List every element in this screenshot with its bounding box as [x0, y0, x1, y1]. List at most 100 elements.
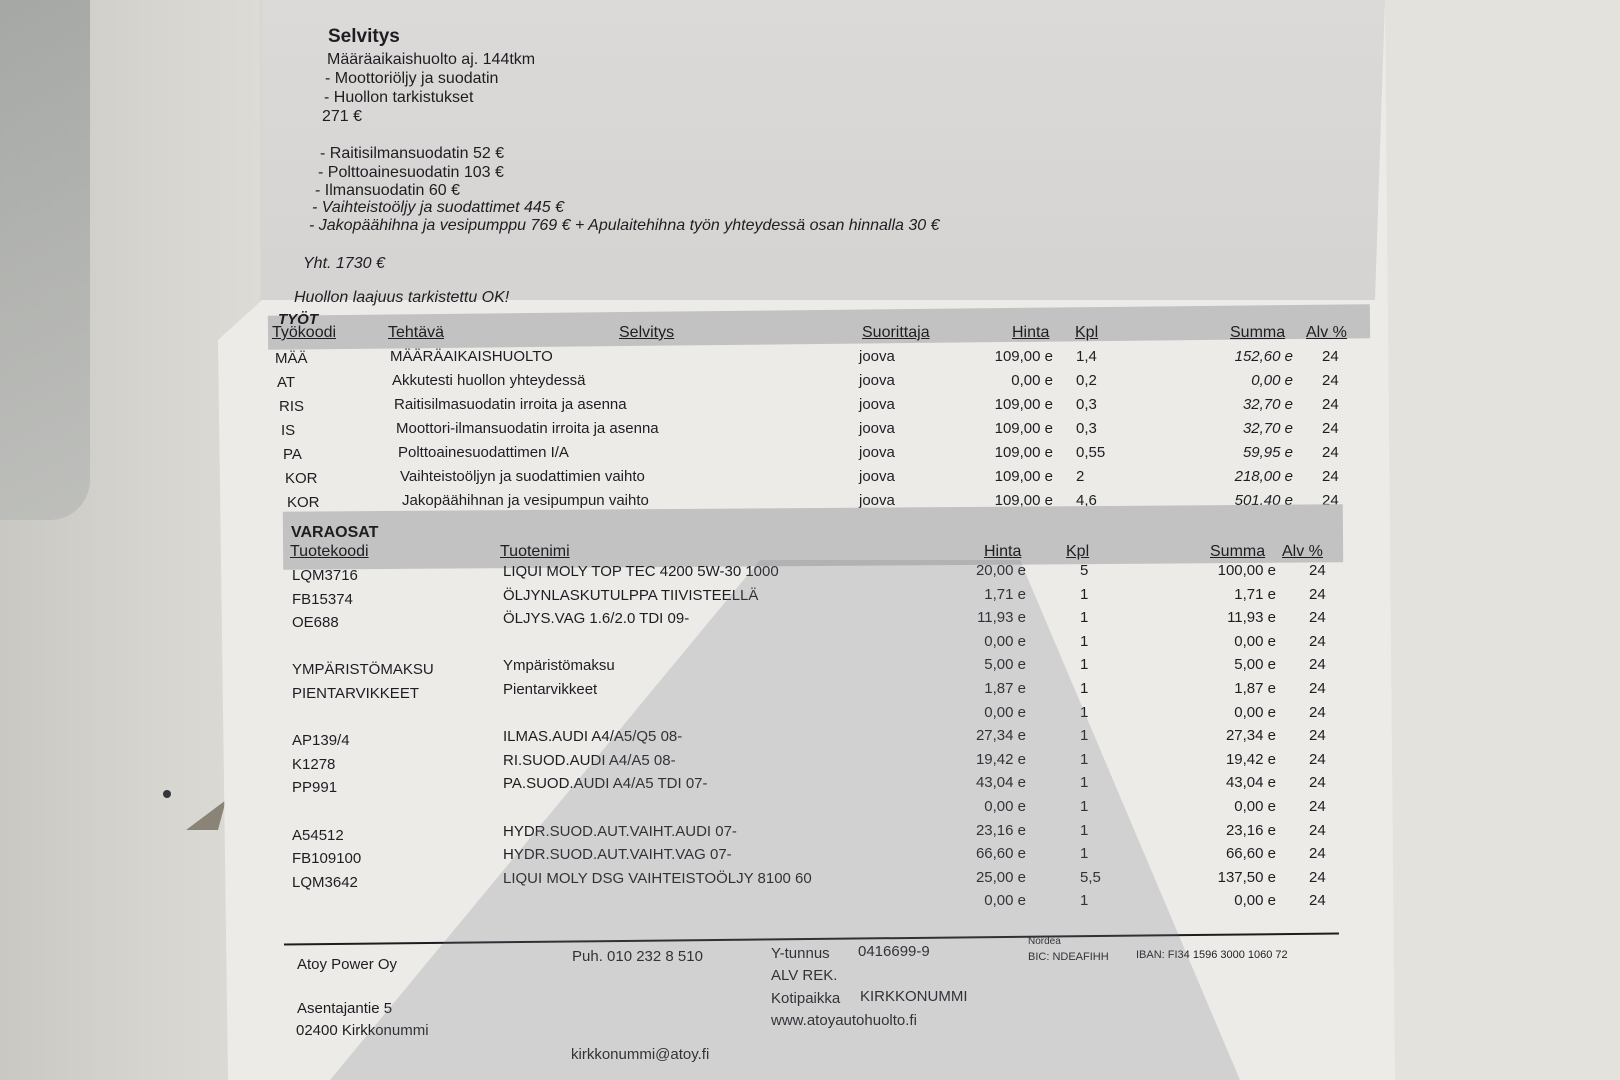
price: 20,00 e — [975, 562, 1026, 579]
product-name: HYDR.SUOD.AUT.VAIHT.AUDI 07- — [503, 822, 737, 840]
work-task: Akkutesti huollon yhteydessä — [392, 372, 586, 389]
vat: 24 — [1309, 727, 1326, 745]
vat: 24 — [1322, 420, 1339, 437]
price: 109,00 e — [994, 396, 1053, 413]
kotipaikka: KIRKKONUMMI — [860, 988, 968, 1005]
product-code: LQM3642 — [292, 873, 358, 891]
vat: 24 — [1309, 609, 1326, 627]
price: 25,00 e — [975, 868, 1026, 886]
table-row: YMPÄRISTÖMAKSU Ympäristömaksu 5,00 e 1 5,00 … — [0, 656, 1620, 678]
phone: Puh. 010 232 8 510 — [572, 948, 703, 965]
price: 1,71 e — [984, 585, 1026, 603]
table-row: 0,00 e 1 0,00 e 24 — [0, 798, 1620, 820]
product-code: LQM3716 — [292, 567, 358, 584]
column-header-qty: Kpl — [1075, 324, 1099, 341]
selvitys-title: Selvitys — [328, 26, 400, 47]
quantity: 1 — [1080, 680, 1089, 697]
website-link[interactable]: www.atoyautohuolto.fi — [771, 1012, 917, 1029]
performer: joova — [859, 396, 895, 413]
kotipaikka-label: Kotipaikka — [771, 990, 841, 1007]
sum: 43,04 e — [1225, 774, 1276, 792]
vat: 24 — [1309, 892, 1326, 910]
table-row: LQM3642 LIQUI MOLY DSG VAIHTEISTOÖLJY 810… — [0, 869, 1620, 891]
vat: 24 — [1322, 468, 1339, 485]
varaosat-section-title: VARAOSAT — [291, 524, 379, 541]
pin-mark — [163, 790, 171, 798]
quantity: 0,3 — [1076, 420, 1097, 437]
table-row: PP991 PA.SUOD.AUDI A4/A5 TDI 07- 43,04 e 1 4… — [0, 774, 1620, 796]
table-row: K1278 RI.SUOD.AUDI A4/A5 08- 19,42 e 1 19,42… — [0, 751, 1620, 773]
vat: 24 — [1322, 444, 1339, 461]
price: 66,60 e — [975, 845, 1026, 863]
table-row: 0,00 e 1 0,00 e 24 — [0, 704, 1620, 726]
column-header-vat: Alv % — [1306, 324, 1347, 341]
price: 23,16 e — [975, 821, 1026, 839]
price: 1,87 e — [984, 680, 1026, 697]
quantity: 0,3 — [1076, 396, 1097, 413]
price: 11,93 e — [977, 609, 1026, 627]
quantity: 1 — [1080, 892, 1089, 910]
product-name: PA.SUOD.AUDI A4/A5 TDI 07- — [503, 775, 708, 793]
table-row: OE688 ÖLJYS.VAG 1.6/2.0 TDI 09- 11,93 e 1 11… — [0, 609, 1620, 631]
column-header-task: Tehtävä — [388, 324, 445, 341]
table-row: IS Moottori-ilmansuodatin irroita ja asen… — [0, 420, 1620, 442]
vat: 24 — [1309, 821, 1326, 839]
table-row: A54512 HYDR.SUOD.AUT.VAIHT.AUDI 07- 23,16 … — [0, 822, 1620, 844]
street-address: Asentajantie 5 — [297, 1000, 393, 1017]
desk-surface-right — [1380, 0, 1620, 1080]
column-header-performer: Suorittaja — [862, 324, 930, 341]
bic: BIC: NDEAFIHH — [1028, 951, 1109, 963]
table-row: FB15374 ÖLJYNLASKUTULPPA TIIVISTEELLÄ 1,71… — [0, 586, 1620, 608]
quantity: 1 — [1080, 798, 1089, 815]
vat: 24 — [1309, 632, 1326, 650]
product-code: AP139/4 — [292, 732, 350, 750]
selvitys-line: - Moottoriöljy ja suodatin — [325, 70, 499, 87]
sum: 0,00 e — [1234, 798, 1276, 815]
work-task: Raitisilmasuodatin irroita ja asenna — [394, 396, 627, 413]
table-row: 0,00 e 1 0,00 e 24 — [0, 633, 1620, 655]
sum: 0,00 e — [1251, 372, 1293, 389]
vat: 24 — [1309, 774, 1326, 792]
extra-line: - Polttoainesuodatin 103 € — [318, 164, 504, 181]
vat: 24 — [1309, 680, 1326, 697]
product-code: OE688 — [292, 614, 339, 632]
price: 43,04 e — [975, 774, 1026, 792]
product-code: YMPÄRISTÖMAKSU — [292, 661, 434, 679]
sum: 0,00 e — [1234, 632, 1276, 650]
column-header-qty: Kpl — [1066, 543, 1090, 560]
price: 109,00 e — [994, 420, 1053, 437]
product-code: FB15374 — [292, 590, 353, 608]
product-code: A54512 — [292, 826, 344, 844]
price: 0,00 e — [1011, 372, 1053, 389]
product-code: PIENTARVIKKEET — [292, 685, 419, 702]
price: 0,00 e — [984, 892, 1026, 910]
sum: 1,71 e — [1234, 585, 1276, 603]
table-row: MÄÄ MÄÄRÄAIKAISHUOLTO joova 109,00 e 1,4 152,… — [0, 348, 1620, 370]
product-name: Pientarvikkeet — [503, 681, 598, 698]
extra-line: - Jakopäähihna ja vesipumppu 769 € + Apu… — [309, 217, 940, 234]
performer: joova — [859, 492, 895, 509]
performer: joova — [859, 468, 895, 485]
email-link[interactable]: kirkkonummi@atoy.fi — [571, 1046, 710, 1063]
table-row: RIS Raitisilmasuodatin irroita ja asenna j… — [0, 396, 1620, 418]
bank-name: Nordea — [1028, 936, 1061, 947]
product-code: PP991 — [292, 779, 338, 797]
work-task: MÄÄRÄAIKAISHUOLTO — [390, 348, 553, 365]
ytunnus-label: Y-tunnus — [771, 945, 830, 962]
work-task: Jakopäähihnan ja vesipumpun vaihto — [402, 492, 649, 509]
extra-line: - Ilmansuodatin 60 € — [315, 182, 460, 199]
price: 0,00 e — [984, 798, 1026, 815]
product-name: ILMAS.AUDI A4/A5/Q5 08- — [503, 728, 683, 746]
quantity: 1 — [1080, 845, 1089, 863]
work-code: AT — [277, 374, 296, 391]
quantity: 1 — [1080, 656, 1089, 674]
vat: 24 — [1322, 372, 1339, 389]
extra-line: - Vaihteistoöljy ja suodattimet 445 € — [312, 199, 564, 216]
quantity: 1 — [1080, 703, 1089, 721]
sum: 19,42 e — [1225, 750, 1276, 768]
work-task: Moottori-ilmansuodatin irroita ja asenna — [396, 420, 659, 437]
sum: 32,70 e — [1242, 396, 1293, 413]
quantity: 4,6 — [1076, 492, 1097, 509]
product-name: LIQUI MOLY DSG VAIHTEISTOÖLJY 8100 60 — [503, 869, 812, 887]
invoice-paper-fold — [262, 0, 1385, 300]
